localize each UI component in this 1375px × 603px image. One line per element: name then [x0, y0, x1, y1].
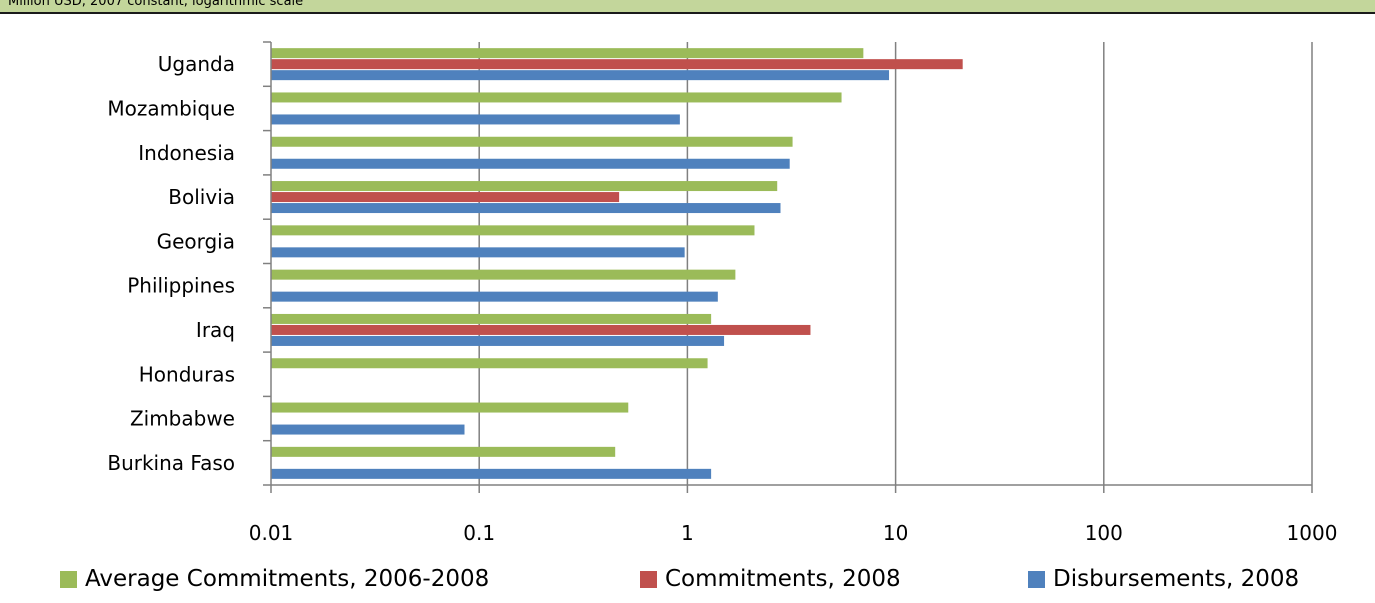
- bar-georgia-series-0: [271, 225, 755, 236]
- bar-mozambique-series-2: [271, 114, 680, 125]
- chart-subtitle: Million USD, 2007 constant, logarithmic …: [8, 0, 304, 9]
- bar-iraq-series-1: [271, 324, 811, 335]
- bar-philippines-series-2: [271, 291, 718, 302]
- bar-iraq-series-0: [271, 313, 712, 324]
- legend-label-disbursements: Disbursements, 2008: [1053, 566, 1300, 592]
- legend-item-disbursements: Disbursements, 2008: [1028, 566, 1299, 592]
- bar-bolivia-series-0: [271, 181, 778, 192]
- legend-label-commitments: Commitments, 2008: [665, 566, 901, 592]
- legend-swatch-commitments: [640, 570, 657, 588]
- x-tick-label-100: 100: [1085, 521, 1123, 545]
- bar-chart: 0.01 0.1 1 10 100 1000 Uganda Mozambique Indones…: [107, 41, 1338, 545]
- category-label-philippines: Philippines: [127, 274, 235, 298]
- bar-philippines-series-0: [271, 269, 736, 280]
- category-label-indonesia: Indonesia: [138, 141, 235, 165]
- category-label-mozambique: Mozambique: [107, 96, 235, 120]
- category-label-zimbabwe: Zimbabwe: [130, 407, 235, 431]
- bar-uganda-series-2: [271, 70, 890, 81]
- bar-iraq-series-2: [271, 335, 725, 346]
- category-label-burkina-faso: Burkina Faso: [107, 451, 235, 475]
- legend-item-commitments: Commitments, 2008: [640, 566, 901, 592]
- bar-burkina-faso-series-0: [271, 446, 616, 457]
- bar-zimbabwe-series-0: [271, 402, 629, 413]
- bar-zimbabwe-series-2: [271, 424, 465, 435]
- legend-swatch-disbursements: [1028, 570, 1045, 588]
- legend: Average Commitments, 2006-2008 Commitmen…: [0, 566, 1375, 600]
- x-tick-label-1000: 1000: [1287, 521, 1338, 545]
- category-label-bolivia: Bolivia: [168, 185, 235, 209]
- legend-item-average: Average Commitments, 2006-2008: [60, 566, 489, 592]
- header-band: Million USD, 2007 constant, logarithmic …: [0, 0, 1375, 14]
- bar-georgia-series-2: [271, 247, 685, 258]
- bar-indonesia-series-0: [271, 136, 793, 147]
- bar-bolivia-series-2: [271, 203, 781, 214]
- bar-honduras-series-0: [271, 358, 708, 369]
- x-tick-label-0.01: 0.01: [249, 521, 294, 545]
- x-tick-label-10: 10: [883, 521, 908, 545]
- category-label-iraq: Iraq: [196, 318, 235, 342]
- x-tick-label-1: 1: [681, 521, 694, 545]
- category-label-georgia: Georgia: [157, 229, 235, 253]
- bar-burkina-faso-series-2: [271, 468, 712, 479]
- bar-bolivia-series-1: [271, 192, 620, 203]
- legend-label-average: Average Commitments, 2006-2008: [85, 566, 490, 592]
- bar-uganda-series-1: [271, 59, 963, 70]
- bar-uganda-series-0: [271, 48, 864, 59]
- x-tick-label-0.1: 0.1: [463, 521, 495, 545]
- category-label-uganda: Uganda: [158, 52, 235, 76]
- legend-swatch-average: [60, 570, 77, 588]
- bar-mozambique-series-0: [271, 92, 842, 103]
- category-label-honduras: Honduras: [139, 362, 235, 386]
- bar-indonesia-series-2: [271, 158, 790, 169]
